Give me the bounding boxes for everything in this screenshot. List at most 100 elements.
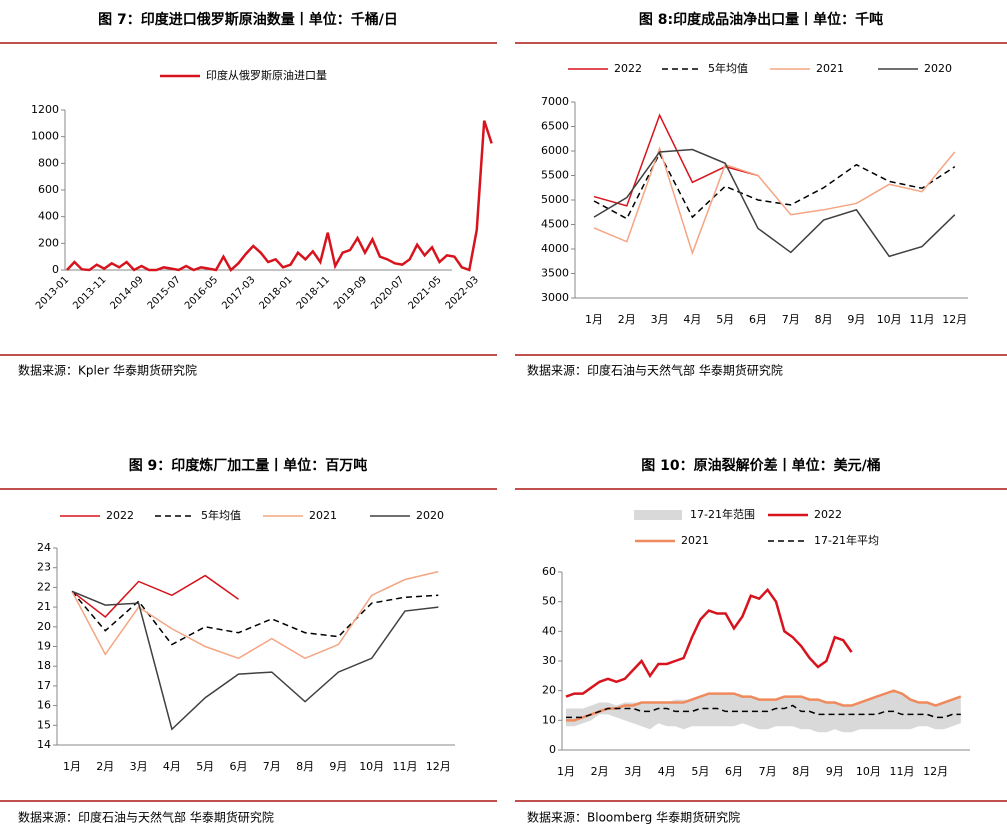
y-tick-label: 800 xyxy=(38,156,59,169)
series-line xyxy=(565,587,853,698)
y-tick-label: 20 xyxy=(37,620,51,633)
y-tick-label: 4000 xyxy=(541,242,569,255)
chart-title: 图 10：原油裂解价差丨单位：美元/桶 xyxy=(641,457,880,474)
chart-title: 图 8:印度成品油净出口量丨单位：千吨 xyxy=(639,11,883,28)
y-tick-label: 7000 xyxy=(541,95,569,108)
x-tick-label: 4月 xyxy=(658,765,676,778)
legend-label: 2022 xyxy=(106,509,134,522)
x-tick-label: 8月 xyxy=(792,765,810,778)
x-tick-label: 5月 xyxy=(691,765,709,778)
series-line xyxy=(566,689,962,722)
x-tick-label: 1月 xyxy=(63,760,81,773)
x-tick-label: 1月 xyxy=(585,313,603,326)
x-tick-label: 2月 xyxy=(591,765,609,778)
legend-label: 2021 xyxy=(816,62,844,75)
x-tick-label: 9月 xyxy=(329,760,347,773)
x-tick-label: 2022-03 xyxy=(444,274,481,311)
series-line xyxy=(593,151,956,220)
x-tick-label: 2016-05 xyxy=(183,274,220,311)
chart-title: 图 7：印度进口俄罗斯原油数量丨单位：千桶/日 xyxy=(98,11,398,28)
y-tick-label: 6500 xyxy=(541,120,569,133)
x-tick-label: 6月 xyxy=(230,760,248,773)
x-tick-label: 11月 xyxy=(910,313,935,326)
x-tick-label: 10月 xyxy=(877,313,902,326)
legend-label: 2020 xyxy=(416,509,444,522)
y-tick-label: 18 xyxy=(37,659,51,672)
x-tick-label: 10月 xyxy=(856,765,881,778)
y-tick-label: 16 xyxy=(37,699,51,712)
x-tick-label: 8月 xyxy=(815,313,833,326)
chart-title: 图 9：印度炼厂加工量丨单位：百万吨 xyxy=(129,457,368,474)
source: 数据来源：Bloomberg 华泰期货研究院 xyxy=(527,810,740,825)
legend-label: 印度从俄罗斯原油进口量 xyxy=(206,68,327,82)
x-tick-label: 2021-05 xyxy=(406,274,443,311)
y-tick-label: 5500 xyxy=(541,169,569,182)
y-tick-label: 0 xyxy=(52,263,59,276)
x-tick-label: 2013-11 xyxy=(71,274,108,311)
x-tick-label: 6月 xyxy=(725,765,743,778)
x-tick-label: 7月 xyxy=(263,760,281,773)
x-tick-label: 2月 xyxy=(96,760,114,773)
series-line xyxy=(66,120,493,272)
x-tick-label: 12月 xyxy=(426,760,451,773)
y-tick-label: 14 xyxy=(37,738,51,751)
source: 数据来源：Kpler 华泰期货研究院 xyxy=(18,363,197,378)
y-tick-label: 6000 xyxy=(541,144,569,157)
legend-label: 17-21年范围 xyxy=(690,507,755,521)
y-tick-label: 50 xyxy=(542,595,556,608)
y-tick-label: 1000 xyxy=(31,130,59,143)
x-tick-label: 2013-01 xyxy=(34,274,71,311)
x-tick-label: 9月 xyxy=(847,313,865,326)
y-tick-label: 5000 xyxy=(541,193,569,206)
legend-label: 2020 xyxy=(924,62,952,75)
y-tick-label: 60 xyxy=(542,565,556,578)
series-line xyxy=(71,590,439,646)
x-tick-label: 12月 xyxy=(942,313,967,326)
y-tick-label: 4500 xyxy=(541,218,569,231)
source: 数据来源：印度石油与天然气部 华泰期货研究院 xyxy=(527,363,783,378)
x-tick-label: 9月 xyxy=(826,765,844,778)
x-tick-label: 10月 xyxy=(359,760,384,773)
y-tick-label: 21 xyxy=(37,600,51,613)
y-tick-label: 24 xyxy=(37,541,51,554)
source: 数据来源：印度石油与天然气部 华泰期货研究院 xyxy=(18,810,274,825)
y-tick-label: 1200 xyxy=(31,103,59,116)
legend-label: 17-21年平均 xyxy=(814,533,879,547)
legend-label: 5年均值 xyxy=(708,61,748,75)
x-tick-label: 4月 xyxy=(683,313,701,326)
y-tick-label: 17 xyxy=(37,679,51,692)
legend-swatch xyxy=(634,510,682,520)
x-tick-label: 2018-11 xyxy=(295,274,332,311)
y-tick-label: 3500 xyxy=(541,267,569,280)
x-tick-label: 11月 xyxy=(393,760,418,773)
legend-label: 2022 xyxy=(614,62,642,75)
y-tick-label: 200 xyxy=(38,236,59,249)
legend-label: 5年均值 xyxy=(201,508,241,522)
x-tick-label: 2月 xyxy=(618,313,636,326)
series-line xyxy=(593,113,759,207)
x-tick-label: 2014-09 xyxy=(108,274,145,311)
series-line xyxy=(593,146,956,256)
legend-label: 2021 xyxy=(681,534,709,547)
x-tick-label: 1月 xyxy=(557,765,575,778)
y-tick-label: 20 xyxy=(542,684,556,697)
y-tick-label: 3000 xyxy=(541,291,569,304)
x-tick-label: 2020-07 xyxy=(369,274,406,311)
y-tick-label: 0 xyxy=(549,743,556,756)
x-tick-label: 7月 xyxy=(759,765,777,778)
x-tick-label: 12月 xyxy=(923,765,948,778)
y-tick-label: 400 xyxy=(38,210,59,223)
y-tick-label: 22 xyxy=(37,580,51,593)
x-tick-label: 7月 xyxy=(782,313,800,326)
series-line xyxy=(566,704,961,719)
y-tick-label: 600 xyxy=(38,183,59,196)
series-line xyxy=(71,570,439,660)
y-tick-label: 10 xyxy=(542,713,556,726)
y-tick-label: 15 xyxy=(37,718,51,731)
legend-label: 2022 xyxy=(814,508,842,521)
x-tick-label: 4月 xyxy=(163,760,181,773)
series-line xyxy=(593,148,956,258)
y-tick-label: 23 xyxy=(37,561,51,574)
y-tick-label: 40 xyxy=(542,624,556,637)
y-tick-label: 19 xyxy=(37,640,51,653)
